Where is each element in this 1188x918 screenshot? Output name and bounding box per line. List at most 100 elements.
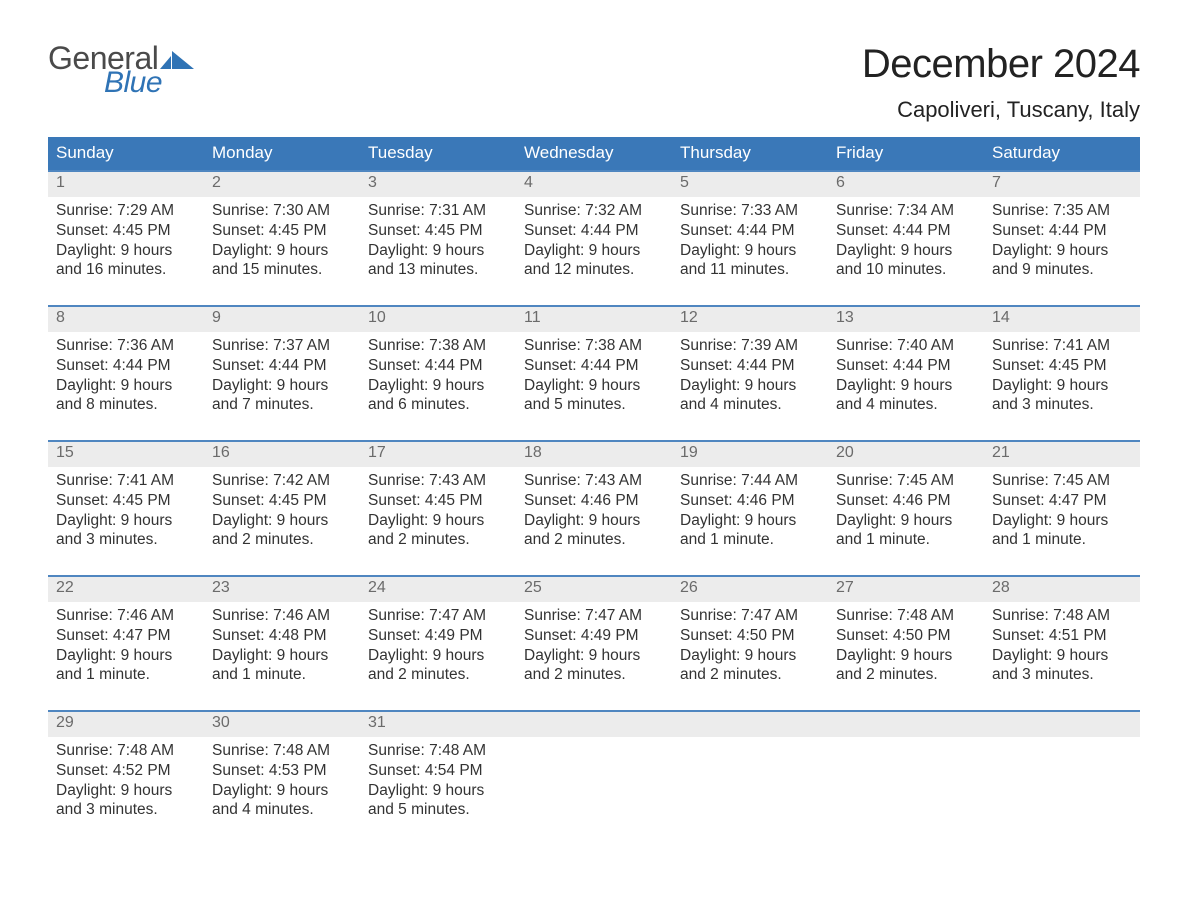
calendar-head: Sunday Monday Tuesday Wednesday Thursday… bbox=[48, 137, 1140, 171]
daylight-line2: and 2 minutes. bbox=[212, 530, 352, 550]
sunrise-text: Sunrise: 7:48 AM bbox=[836, 606, 976, 626]
daylight-line1: Daylight: 9 hours bbox=[56, 511, 196, 531]
day-body-cell: Sunrise: 7:47 AMSunset: 4:49 PMDaylight:… bbox=[516, 602, 672, 711]
day-number-cell: 10 bbox=[360, 306, 516, 332]
day-number-cell bbox=[672, 711, 828, 737]
logo: General Blue bbox=[48, 42, 194, 98]
day-body-cell: Sunrise: 7:29 AMSunset: 4:45 PMDaylight:… bbox=[48, 197, 204, 306]
daybody-row: Sunrise: 7:36 AMSunset: 4:44 PMDaylight:… bbox=[48, 332, 1140, 441]
sunrise-text: Sunrise: 7:48 AM bbox=[368, 741, 508, 761]
daylight-line1: Daylight: 9 hours bbox=[836, 511, 976, 531]
day-number-cell: 13 bbox=[828, 306, 984, 332]
day-body-cell: Sunrise: 7:41 AMSunset: 4:45 PMDaylight:… bbox=[984, 332, 1140, 441]
sunset-text: Sunset: 4:46 PM bbox=[680, 491, 820, 511]
sunset-text: Sunset: 4:47 PM bbox=[992, 491, 1132, 511]
daynum-row: 22232425262728 bbox=[48, 576, 1140, 602]
sunset-text: Sunset: 4:44 PM bbox=[836, 356, 976, 376]
weekday-header: Monday bbox=[204, 137, 360, 171]
sunset-text: Sunset: 4:44 PM bbox=[56, 356, 196, 376]
day-number-cell: 1 bbox=[48, 171, 204, 197]
daylight-line1: Daylight: 9 hours bbox=[524, 511, 664, 531]
daylight-line1: Daylight: 9 hours bbox=[56, 376, 196, 396]
sunrise-text: Sunrise: 7:43 AM bbox=[524, 471, 664, 491]
daylight-line2: and 13 minutes. bbox=[368, 260, 508, 280]
weekday-header: Thursday bbox=[672, 137, 828, 171]
sunset-text: Sunset: 4:52 PM bbox=[56, 761, 196, 781]
sunrise-text: Sunrise: 7:35 AM bbox=[992, 201, 1132, 221]
sunset-text: Sunset: 4:51 PM bbox=[992, 626, 1132, 646]
sunset-text: Sunset: 4:45 PM bbox=[368, 221, 508, 241]
sunrise-text: Sunrise: 7:40 AM bbox=[836, 336, 976, 356]
day-body-cell: Sunrise: 7:42 AMSunset: 4:45 PMDaylight:… bbox=[204, 467, 360, 576]
sunset-text: Sunset: 4:53 PM bbox=[212, 761, 352, 781]
sunrise-text: Sunrise: 7:33 AM bbox=[680, 201, 820, 221]
daylight-line2: and 3 minutes. bbox=[56, 800, 196, 820]
daylight-line2: and 7 minutes. bbox=[212, 395, 352, 415]
logo-text-blue: Blue bbox=[104, 68, 194, 98]
daylight-line2: and 9 minutes. bbox=[992, 260, 1132, 280]
month-title: December 2024 bbox=[862, 42, 1140, 87]
day-number-cell: 18 bbox=[516, 441, 672, 467]
sunset-text: Sunset: 4:44 PM bbox=[836, 221, 976, 241]
daylight-line1: Daylight: 9 hours bbox=[368, 511, 508, 531]
daylight-line2: and 2 minutes. bbox=[368, 530, 508, 550]
daylight-line2: and 16 minutes. bbox=[56, 260, 196, 280]
day-number-cell: 14 bbox=[984, 306, 1140, 332]
daylight-line1: Daylight: 9 hours bbox=[56, 781, 196, 801]
sunset-text: Sunset: 4:45 PM bbox=[56, 221, 196, 241]
day-body-cell: Sunrise: 7:35 AMSunset: 4:44 PMDaylight:… bbox=[984, 197, 1140, 306]
day-body-cell: Sunrise: 7:43 AMSunset: 4:45 PMDaylight:… bbox=[360, 467, 516, 576]
day-body-cell: Sunrise: 7:47 AMSunset: 4:49 PMDaylight:… bbox=[360, 602, 516, 711]
sunrise-text: Sunrise: 7:44 AM bbox=[680, 471, 820, 491]
daylight-line2: and 3 minutes. bbox=[56, 530, 196, 550]
day-body-cell: Sunrise: 7:45 AMSunset: 4:46 PMDaylight:… bbox=[828, 467, 984, 576]
sunrise-text: Sunrise: 7:34 AM bbox=[836, 201, 976, 221]
daylight-line2: and 10 minutes. bbox=[836, 260, 976, 280]
day-number-cell: 12 bbox=[672, 306, 828, 332]
day-number-cell: 11 bbox=[516, 306, 672, 332]
day-number-cell: 16 bbox=[204, 441, 360, 467]
sunrise-text: Sunrise: 7:37 AM bbox=[212, 336, 352, 356]
sunrise-text: Sunrise: 7:46 AM bbox=[212, 606, 352, 626]
daylight-line1: Daylight: 9 hours bbox=[992, 376, 1132, 396]
weekday-header: Friday bbox=[828, 137, 984, 171]
day-number-cell: 23 bbox=[204, 576, 360, 602]
daylight-line2: and 3 minutes. bbox=[992, 665, 1132, 685]
weekday-header: Wednesday bbox=[516, 137, 672, 171]
sunrise-text: Sunrise: 7:42 AM bbox=[212, 471, 352, 491]
sunrise-text: Sunrise: 7:45 AM bbox=[836, 471, 976, 491]
daylight-line2: and 4 minutes. bbox=[680, 395, 820, 415]
sunset-text: Sunset: 4:50 PM bbox=[680, 626, 820, 646]
daylight-line2: and 1 minute. bbox=[56, 665, 196, 685]
daynum-row: 15161718192021 bbox=[48, 441, 1140, 467]
weekday-header: Tuesday bbox=[360, 137, 516, 171]
day-body-cell: Sunrise: 7:44 AMSunset: 4:46 PMDaylight:… bbox=[672, 467, 828, 576]
daybody-row: Sunrise: 7:46 AMSunset: 4:47 PMDaylight:… bbox=[48, 602, 1140, 711]
sunset-text: Sunset: 4:54 PM bbox=[368, 761, 508, 781]
sunrise-text: Sunrise: 7:38 AM bbox=[524, 336, 664, 356]
day-number-cell: 5 bbox=[672, 171, 828, 197]
daylight-line2: and 1 minute. bbox=[212, 665, 352, 685]
day-number-cell: 3 bbox=[360, 171, 516, 197]
day-body-cell bbox=[672, 737, 828, 845]
sunset-text: Sunset: 4:50 PM bbox=[836, 626, 976, 646]
sunrise-text: Sunrise: 7:31 AM bbox=[368, 201, 508, 221]
day-number-cell: 6 bbox=[828, 171, 984, 197]
daylight-line1: Daylight: 9 hours bbox=[368, 781, 508, 801]
sunrise-text: Sunrise: 7:41 AM bbox=[56, 471, 196, 491]
day-body-cell: Sunrise: 7:32 AMSunset: 4:44 PMDaylight:… bbox=[516, 197, 672, 306]
daynum-row: 1234567 bbox=[48, 171, 1140, 197]
day-body-cell bbox=[984, 737, 1140, 845]
daylight-line1: Daylight: 9 hours bbox=[680, 646, 820, 666]
sunset-text: Sunset: 4:49 PM bbox=[524, 626, 664, 646]
sunset-text: Sunset: 4:46 PM bbox=[836, 491, 976, 511]
title-block: December 2024 Capoliveri, Tuscany, Italy bbox=[862, 42, 1140, 131]
day-number-cell bbox=[828, 711, 984, 737]
day-number-cell: 22 bbox=[48, 576, 204, 602]
sunset-text: Sunset: 4:45 PM bbox=[212, 221, 352, 241]
daylight-line2: and 1 minute. bbox=[836, 530, 976, 550]
daylight-line1: Daylight: 9 hours bbox=[56, 241, 196, 261]
sunrise-text: Sunrise: 7:39 AM bbox=[680, 336, 820, 356]
sunrise-text: Sunrise: 7:47 AM bbox=[368, 606, 508, 626]
sunset-text: Sunset: 4:44 PM bbox=[368, 356, 508, 376]
